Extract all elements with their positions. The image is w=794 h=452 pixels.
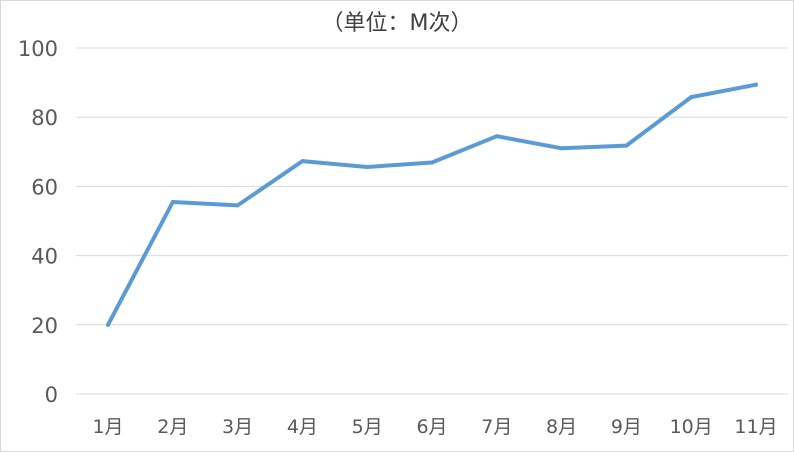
y-tick-label: 40: [31, 245, 58, 269]
y-tick-label: 20: [31, 314, 58, 338]
data-point-3月: [235, 203, 240, 208]
data-point-9月: [624, 143, 629, 148]
data-point-11月: [754, 82, 758, 87]
data-point-8月: [559, 146, 564, 151]
x-tick-label: 3月: [222, 416, 253, 438]
x-tick-label: 11月: [734, 416, 777, 438]
y-tick-label: 60: [31, 175, 58, 199]
chart-title: （单位：M次）: [322, 11, 473, 36]
x-tick-label: 10月: [670, 416, 713, 438]
series-line: [106, 82, 758, 327]
data-point-5月: [365, 165, 370, 170]
data-point-10月: [689, 95, 694, 100]
data-point-2月: [170, 199, 175, 204]
x-tick-label: 5月: [352, 416, 383, 438]
y-tick-label: 80: [31, 106, 58, 130]
x-tick-label: 8月: [546, 416, 577, 438]
data-point-4月: [300, 159, 305, 164]
x-tick-label: 9月: [611, 416, 642, 438]
data-point-1月: [106, 322, 110, 327]
x-tick-label: 2月: [157, 416, 188, 438]
x-tick-label: 7月: [481, 416, 512, 438]
data-point-6月: [430, 160, 434, 165]
y-axis-ticks: 0 20 40 60 80 100: [18, 37, 58, 407]
gridlines: [76, 47, 788, 395]
y-tick-label: 100: [18, 37, 58, 61]
x-tick-label: 1月: [92, 416, 123, 438]
y-tick-label: 0: [45, 383, 58, 407]
x-tick-label: 6月: [416, 416, 447, 438]
x-tick-label: 4月: [287, 416, 318, 438]
series-layer: [106, 82, 758, 327]
data-point-7月: [494, 134, 499, 139]
x-axis-ticks: 1月 2月 3月 4月 5月 6月 7月 8月 9月 10月 11月: [92, 416, 777, 438]
